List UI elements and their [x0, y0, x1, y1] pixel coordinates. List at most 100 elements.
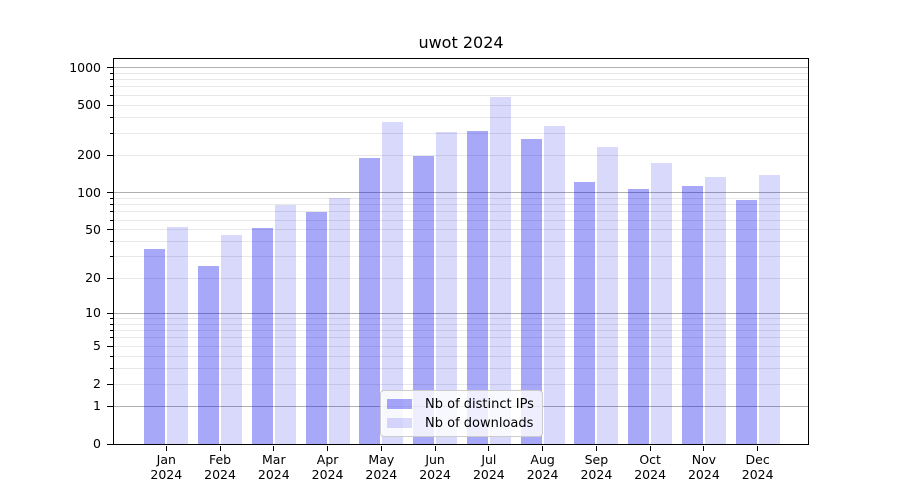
- y-minor-tick-mark: [110, 355, 113, 357]
- bar-distinct-ips-dec: [735, 200, 757, 444]
- bar-downloads-oct: [651, 163, 673, 444]
- major-gridline: [114, 67, 808, 69]
- plot-area: [113, 58, 809, 445]
- y-tick-label: 200: [77, 147, 101, 163]
- y-minor-tick-mark: [110, 318, 113, 320]
- minor-gridline: [114, 219, 808, 221]
- bar-distinct-ips-mar: [251, 227, 273, 444]
- minor-gridline: [114, 330, 808, 332]
- y-tick-mark: [107, 277, 113, 279]
- bar-distinct-ips-apr: [305, 211, 327, 444]
- y-tick-mark: [107, 345, 113, 347]
- y-minor-tick-mark: [110, 79, 113, 81]
- bar-downloads-feb: [221, 235, 243, 444]
- bar-distinct-ips-sep: [574, 181, 596, 444]
- minor-gridline: [114, 86, 808, 88]
- bar-downloads-may: [382, 122, 404, 444]
- y-tick-mark: [107, 67, 113, 69]
- bar-downloads-jan: [167, 226, 189, 444]
- minor-gridline: [114, 337, 808, 339]
- y-tick-mark: [107, 383, 113, 385]
- legend-label-downloads: Nb of downloads: [425, 415, 534, 431]
- x-tick-label-sep: Sep 2024: [580, 452, 613, 482]
- minor-gridline: [114, 318, 808, 320]
- y-tick-mark: [107, 405, 113, 407]
- x-tick-label-dec: Dec 2024: [741, 452, 774, 482]
- x-tick-mark: [703, 446, 705, 451]
- x-tick-label-may: May 2024: [365, 452, 398, 482]
- x-tick-label-mar: Mar 2024: [257, 452, 290, 482]
- x-tick-label-feb: Feb 2024: [204, 452, 236, 482]
- y-minor-tick-mark: [110, 323, 113, 325]
- x-tick-label-jul: Jul 2024: [472, 452, 505, 482]
- y-minor-tick-mark: [110, 241, 113, 243]
- y-tick-label: 500: [77, 97, 101, 113]
- y-tick-label: 1000: [69, 59, 101, 75]
- minor-gridline: [114, 367, 808, 369]
- minor-gridline: [114, 323, 808, 325]
- minor-gridline: [114, 241, 808, 243]
- y-tick-mark: [107, 104, 113, 106]
- bar-distinct-ips-jun: [413, 155, 435, 444]
- y-minor-tick-mark: [110, 204, 113, 206]
- x-tick-mark: [542, 446, 544, 451]
- y-tick-label: 50: [85, 221, 101, 237]
- minor-gridline: [114, 383, 808, 385]
- y-tick-mark: [107, 192, 113, 194]
- bar-downloads-nov: [704, 176, 726, 444]
- bar-downloads-jul: [489, 96, 511, 444]
- bar-distinct-ips-jan: [144, 248, 166, 444]
- minor-gridline: [114, 154, 808, 156]
- x-tick-mark: [757, 446, 759, 451]
- minor-gridline: [114, 204, 808, 206]
- x-tick-mark: [649, 446, 651, 451]
- y-minor-tick-mark: [110, 256, 113, 258]
- x-tick-mark: [273, 446, 275, 451]
- minor-gridline: [114, 345, 808, 347]
- minor-gridline: [114, 116, 808, 118]
- minor-gridline: [114, 229, 808, 231]
- bar-downloads-mar: [274, 204, 296, 444]
- minor-gridline: [114, 104, 808, 106]
- x-tick-label-nov: Nov 2024: [687, 452, 720, 482]
- minor-gridline: [114, 197, 808, 199]
- x-tick-mark: [434, 446, 436, 451]
- bar-downloads-dec: [758, 175, 780, 444]
- y-tick-label: 100: [77, 184, 101, 200]
- y-minor-tick-mark: [110, 219, 113, 221]
- x-tick-label-oct: Oct 2024: [634, 452, 667, 482]
- x-tick-mark: [327, 446, 329, 451]
- x-tick-mark: [219, 446, 221, 451]
- minor-gridline: [114, 79, 808, 81]
- y-minor-tick-mark: [110, 94, 113, 96]
- x-tick-label-aug: Aug 2024: [526, 452, 559, 482]
- y-tick-mark: [107, 312, 113, 314]
- bar-downloads-jun: [436, 131, 458, 444]
- y-minor-tick-mark: [110, 132, 113, 134]
- legend-row-distinct-ips: Nb of distinct IPs: [387, 397, 542, 412]
- y-tick-mark: [107, 229, 113, 231]
- x-tick-label-apr: Apr 2024: [311, 452, 344, 482]
- bar-downloads-sep: [597, 147, 619, 444]
- y-minor-tick-mark: [110, 72, 113, 74]
- minor-gridline: [114, 256, 808, 258]
- major-gridline: [114, 312, 808, 314]
- chart-title: uwot 2024: [418, 33, 504, 52]
- y-tick-label: 0: [93, 436, 101, 451]
- bar-distinct-ips-oct: [628, 189, 650, 444]
- bar-distinct-ips-may: [359, 157, 381, 444]
- minor-gridline: [114, 132, 808, 134]
- legend-row-downloads: Nb of downloads: [387, 416, 542, 431]
- minor-gridline: [114, 355, 808, 357]
- bar-downloads-apr: [328, 198, 350, 444]
- minor-gridline: [114, 94, 808, 96]
- y-minor-tick-mark: [110, 116, 113, 118]
- minor-gridline: [114, 72, 808, 74]
- bar-distinct-ips-aug: [520, 139, 542, 444]
- minor-gridline: [114, 211, 808, 213]
- y-tick-label: 20: [85, 270, 101, 286]
- y-tick-label: 1: [93, 398, 101, 414]
- major-gridline: [114, 192, 808, 194]
- x-tick-mark: [165, 446, 167, 451]
